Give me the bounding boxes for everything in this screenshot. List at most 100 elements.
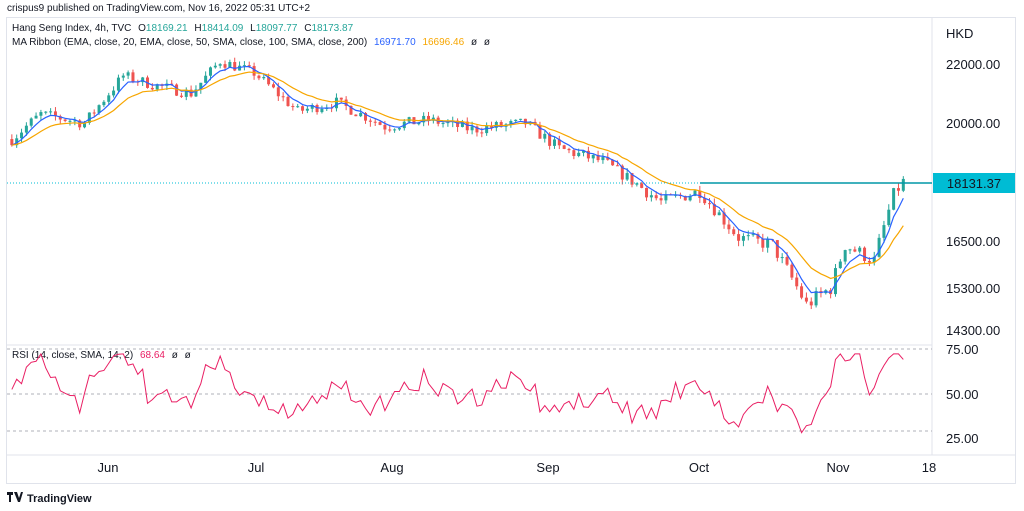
candle [49,108,53,115]
candle-body [20,132,24,139]
candle-body [557,139,561,146]
candle [562,144,566,150]
candle-body [601,157,605,161]
candle-body [175,84,179,96]
candle [863,246,867,264]
candle-body [102,101,106,106]
candle-body [552,139,556,146]
candle-body [863,247,867,261]
candle-body [286,96,290,107]
candle [737,229,741,247]
candle-body [683,195,687,201]
time-tick-label: Nov [826,460,850,475]
candle-body [543,133,547,139]
candle-body [475,126,479,133]
candle-body [582,150,586,153]
rsi-label: RSI (14, close, SMA, 14, 2) [12,350,134,361]
candle [39,109,43,121]
candle [63,118,67,123]
ema20-line [11,65,904,294]
candle-body [460,121,464,127]
candle [746,230,750,241]
candle [470,121,474,135]
candle-body [252,66,256,76]
price-tick-label: 22000.00 [946,57,1000,72]
tradingview-brand[interactable]: TradingView [7,492,92,505]
time-tick-label: Jul [248,460,265,475]
candle-body [359,112,363,117]
candle-body [630,173,634,185]
candle-body [446,122,450,124]
candle-body [63,119,67,121]
published-caption: crispus9 published on TradingView.com, N… [7,3,311,14]
candle-body [126,72,130,76]
candle-body [339,97,343,100]
candle [519,118,523,121]
candle-body [572,150,576,157]
candle-body [722,212,726,225]
candle-body [441,123,445,125]
candle-body [548,133,552,146]
candle [257,74,261,81]
candle-body [499,122,503,127]
candle [252,62,256,80]
candle [242,61,246,71]
low-label: L [250,23,256,34]
candle-body [184,89,188,97]
high-label: H [194,23,202,34]
low-value: 18097.77 [255,23,298,34]
candle [582,150,586,157]
candle-body [301,106,305,111]
candle-body [717,212,721,216]
candle-body [843,250,847,262]
candle [853,246,857,253]
candle-body [625,173,629,180]
candle-body [567,148,571,151]
candle-body [838,261,842,269]
time-tick-label: Jun [98,460,119,475]
candle-body [790,264,794,278]
candle [630,172,634,188]
candle-body [649,195,653,198]
candle-body [44,111,48,113]
candle-body [107,95,111,102]
currency-label: HKD [946,26,973,41]
candle [422,112,426,127]
candle-body [368,120,372,122]
candle [732,226,736,236]
candle-body [218,64,222,66]
candle-body [756,234,760,239]
candle [150,83,154,91]
candle [281,92,285,102]
candle-body [267,77,271,85]
candle-body [179,95,183,97]
candle-body [58,116,62,120]
candle [92,109,96,118]
candle [712,198,716,217]
candle [795,272,799,290]
candle [393,128,397,133]
candle [344,96,348,111]
candle-body [213,65,217,68]
candle-body [761,238,765,248]
candle-body [456,120,460,127]
candle-body [199,82,203,90]
candle [887,204,891,227]
tradingview-logo-icon [7,492,23,505]
candle-body [741,236,745,241]
ribbon-legend: MA Ribbon (EMA, close, 20, EMA, close, 5… [12,37,490,48]
candle-body [228,62,232,68]
candle-body [155,84,159,90]
candle [339,97,343,104]
candle [121,73,125,81]
candle [320,105,324,114]
candle-body [10,139,14,146]
candle [698,185,702,203]
candle-body [470,126,474,131]
candle-body [809,301,813,306]
candle-body [276,87,280,97]
candle-body [247,65,251,67]
rsi-value-3: ø [184,350,191,361]
candle-body [659,198,663,201]
